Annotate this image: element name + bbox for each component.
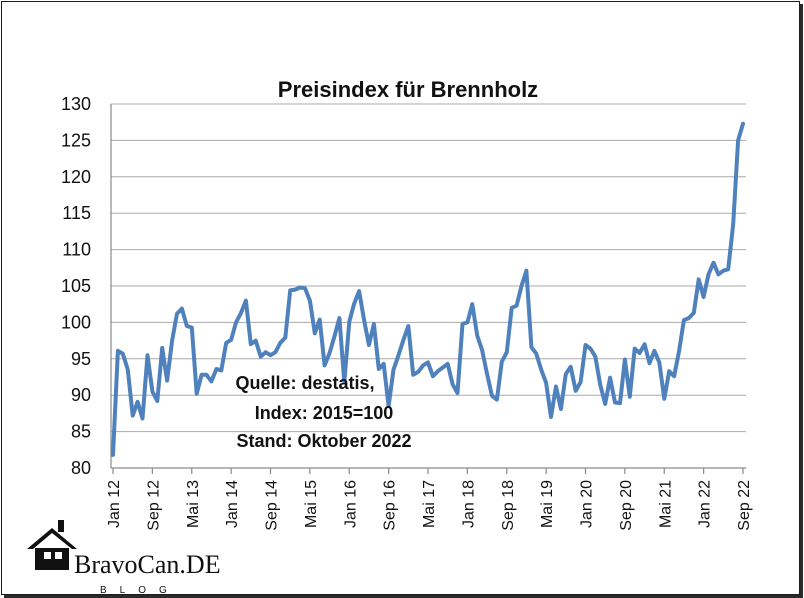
y-tick-label: 80 bbox=[71, 458, 91, 478]
y-tick-label: 110 bbox=[62, 240, 91, 260]
y-tick-label: 95 bbox=[71, 349, 91, 369]
annotation-line-2: Index: 2015=100 bbox=[255, 403, 394, 423]
x-tick-label: Sep 16 bbox=[382, 480, 399, 531]
y-tick-label: 105 bbox=[61, 276, 91, 296]
annotation: Quelle: destatis, Index: 2015=100 Stand:… bbox=[235, 373, 411, 451]
y-tick-label: 115 bbox=[62, 203, 91, 223]
series-layer bbox=[111, 121, 745, 457]
y-tick-label: 90 bbox=[71, 385, 91, 405]
x-tick-label: Mai 19 bbox=[539, 480, 556, 528]
series-line bbox=[111, 121, 745, 457]
x-tick-label: Jan 16 bbox=[342, 480, 359, 528]
y-tick-label: 125 bbox=[61, 130, 91, 150]
y-tick-label: 130 bbox=[61, 94, 91, 114]
annotation-line-3: Stand: Oktober 2022 bbox=[236, 431, 411, 451]
x-tick-label: Mai 17 bbox=[421, 480, 438, 528]
chart-title: Preisindex für Brennholz bbox=[278, 77, 538, 102]
y-tick-label: 85 bbox=[71, 422, 91, 442]
y-tick-label: 100 bbox=[61, 312, 91, 332]
x-tick-label: Mai 13 bbox=[185, 480, 202, 528]
x-tick-label: Mai 21 bbox=[657, 480, 674, 528]
x-tick-label: Sep 12 bbox=[145, 480, 162, 531]
x-tick-label: Jan 12 bbox=[106, 480, 123, 528]
x-tick-labels: Jan 12 Sep 12 Mai 13 Jan 14 Sep 14 Mai 15 Jan … bbox=[106, 480, 753, 531]
watermark-brand: BravoCan.DE bbox=[74, 550, 221, 579]
x-tick-label: Sep 18 bbox=[500, 480, 517, 531]
annotation-line-1: Quelle: destatis, bbox=[235, 373, 374, 393]
x-tick-label: Jan 18 bbox=[460, 480, 477, 528]
x-tick-label: Sep 14 bbox=[264, 480, 281, 531]
x-tick-label: Jan 22 bbox=[697, 480, 714, 528]
x-tick-label: Sep 20 bbox=[618, 480, 635, 531]
y-tick-label: 120 bbox=[61, 167, 91, 187]
house-hammer-icon bbox=[27, 520, 77, 570]
x-tick-label: Mai 15 bbox=[303, 480, 320, 528]
x-tick-label: Jan 14 bbox=[224, 480, 241, 528]
y-tick-labels: 80 85 90 95 100 105 110 115 120 125 130 bbox=[61, 94, 91, 478]
watermark-logo: BravoCan.DE BLOG bbox=[27, 520, 221, 596]
x-tick-label: Jan 20 bbox=[579, 480, 596, 528]
watermark-sub: BLOG bbox=[100, 585, 180, 596]
x-tick-label: Sep 22 bbox=[736, 480, 753, 531]
grid-layer bbox=[110, 103, 746, 474]
